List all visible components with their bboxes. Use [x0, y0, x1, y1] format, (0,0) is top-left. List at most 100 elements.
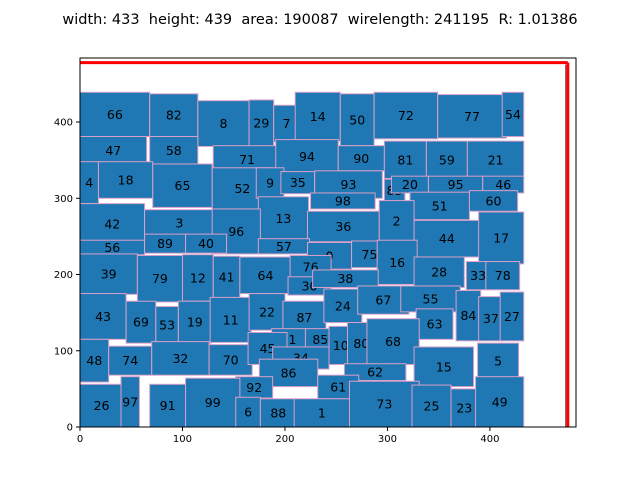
block-28: 28 [413, 256, 465, 288]
block-label: 55 [423, 291, 439, 306]
block-label: 99 [205, 395, 221, 410]
block-label: 25 [424, 399, 440, 414]
y-tick-label: 400 [54, 118, 73, 129]
block-rect [293, 398, 351, 428]
block-label: 20 [402, 177, 418, 192]
block-label: 87 [296, 310, 312, 325]
block-label: 9 [266, 176, 274, 191]
x-tick-label: 400 [480, 434, 499, 445]
block-label: 52 [234, 181, 250, 196]
block-rect [275, 139, 339, 174]
block-label: 67 [375, 293, 391, 308]
block-12: 12 [181, 254, 214, 302]
block-rect [79, 136, 148, 165]
x-tick-label: 300 [378, 434, 397, 445]
block-label: 28 [431, 265, 447, 280]
block-label: 81 [397, 152, 413, 167]
block-label: 46 [495, 177, 511, 192]
block-label: 43 [95, 309, 111, 324]
block-label: 12 [190, 270, 206, 285]
block-rect [478, 296, 504, 342]
block-rect [151, 341, 210, 376]
block-89: 89 [144, 233, 187, 254]
block-rect [97, 161, 154, 199]
block-label: 26 [94, 398, 110, 413]
block-label: 42 [104, 216, 120, 231]
block-label: 6 [244, 405, 252, 420]
block-label: 90 [353, 151, 369, 166]
block-label: 95 [448, 177, 464, 192]
block-label: 8 [219, 116, 227, 131]
block-label: 47 [105, 143, 121, 158]
block-53: 53 [155, 306, 179, 344]
block-68: 68 [366, 318, 420, 365]
block-38: 38 [312, 269, 379, 288]
block-66: 66 [79, 91, 151, 138]
block-rect [177, 300, 212, 344]
block-22: 22 [248, 293, 286, 331]
block-rect [376, 239, 418, 285]
block-rect [337, 145, 385, 172]
block-label: 61 [330, 379, 346, 394]
block-label: 74 [122, 353, 138, 368]
block-label: 94 [299, 149, 315, 164]
block-98: 98 [310, 192, 376, 210]
block-label: 78 [495, 268, 511, 283]
block-47: 47 [79, 136, 148, 165]
block-label: 37 [483, 311, 499, 326]
block-rect [181, 254, 214, 302]
block-99: 99 [185, 377, 241, 428]
block-18: 18 [97, 161, 154, 199]
block-label: 91 [160, 398, 176, 413]
y-tick-label: 100 [54, 346, 73, 357]
block-48: 48 [79, 338, 110, 383]
block-label: 85 [312, 332, 328, 347]
block-96: 96 [211, 208, 261, 255]
block-label: 14 [310, 109, 326, 124]
block-rect [149, 383, 187, 428]
block-78: 78 [485, 261, 521, 291]
block-label: 2 [393, 214, 401, 229]
axes-frame [79, 57, 577, 428]
block-23: 23 [450, 388, 479, 428]
block-rect [79, 203, 146, 245]
block-rect [152, 163, 213, 208]
block-label: 24 [335, 298, 351, 313]
block-label: 27 [504, 309, 520, 324]
block-77: 77 [437, 94, 507, 139]
block-label: 45 [260, 341, 276, 356]
block-label: 64 [258, 268, 274, 283]
block-56: 56 [79, 239, 146, 256]
block-rect [466, 140, 525, 179]
block-label: 80 [353, 336, 369, 351]
x-tick-label: 0 [77, 434, 83, 445]
block-rect [475, 376, 525, 428]
block-rect [307, 210, 380, 243]
block-label: 38 [337, 271, 353, 286]
block-94: 94 [275, 139, 339, 174]
block-rect [477, 342, 520, 380]
block-label: 63 [427, 317, 443, 332]
outline-layer [80, 61, 570, 427]
block-9: 9 [255, 167, 285, 199]
block-label: 11 [223, 312, 239, 327]
block-51: 51 [409, 191, 470, 221]
block-57: 57 [257, 238, 311, 255]
block-11: 11 [209, 296, 252, 343]
block-rect [437, 94, 507, 139]
block-rect [259, 398, 297, 428]
block-label: 5 [494, 354, 502, 369]
block-label: 54 [505, 107, 521, 122]
block-rect [248, 293, 286, 331]
block-40: 40 [185, 233, 228, 254]
block-50: 50 [339, 93, 375, 147]
block-65: 65 [152, 163, 213, 208]
chart-title: width: 433 height: 439 area: 190087 wire… [62, 12, 578, 28]
block-label: 7 [283, 116, 291, 131]
block-rect [258, 358, 319, 388]
block-41: 41 [212, 255, 241, 299]
block-label: 93 [341, 177, 357, 192]
block-label: 49 [492, 394, 508, 409]
block-label: 40 [198, 236, 214, 251]
